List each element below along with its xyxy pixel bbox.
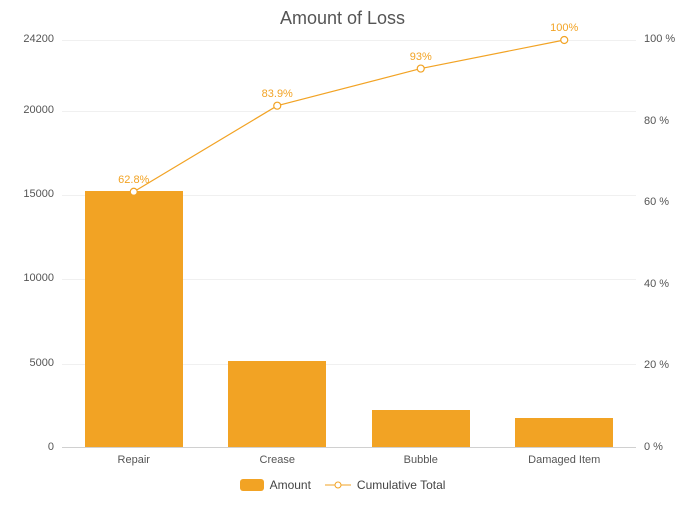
line-layer — [0, 0, 685, 519]
y-left-tick-label: 5000 — [0, 357, 54, 369]
y-left-tick-label: 24200 — [0, 33, 54, 45]
legend-swatch-line — [325, 479, 351, 491]
legend-label: Amount — [270, 478, 311, 492]
y-right-tick-label: 80 % — [644, 115, 669, 127]
cumulative-line — [134, 40, 565, 192]
y-right-tick-label: 40 % — [644, 278, 669, 290]
x-tick-label: Damaged Item — [528, 454, 600, 466]
legend-item: Amount — [240, 478, 311, 492]
y-left-tick-label: 15000 — [0, 188, 54, 200]
legend-item: Cumulative Total — [325, 478, 446, 492]
legend: Amount Cumulative Total — [0, 478, 685, 492]
legend-label: Cumulative Total — [357, 478, 446, 492]
pct-label: 83.9% — [262, 88, 293, 100]
legend-swatch-bar — [240, 479, 264, 491]
line-marker — [130, 188, 137, 195]
y-left-tick-label: 0 — [0, 441, 54, 453]
x-tick-label: Crease — [260, 454, 295, 466]
pct-label: 93% — [410, 51, 432, 63]
y-right-tick-label: 0 % — [644, 441, 663, 453]
y-right-tick-label: 100 % — [644, 33, 675, 45]
x-tick-label: Repair — [118, 454, 150, 466]
y-left-tick-label: 20000 — [0, 104, 54, 116]
line-marker — [561, 37, 568, 44]
y-right-tick-label: 60 % — [644, 196, 669, 208]
pct-label: 100% — [550, 22, 578, 34]
y-left-tick-label: 10000 — [0, 272, 54, 284]
x-tick-label: Bubble — [404, 454, 438, 466]
y-right-tick-label: 20 % — [644, 359, 669, 371]
pareto-chart: Amount of Loss AmountCumulative Total 05… — [0, 0, 685, 519]
line-marker — [274, 102, 281, 109]
line-marker — [417, 65, 424, 72]
pct-label: 62.8% — [118, 174, 149, 186]
